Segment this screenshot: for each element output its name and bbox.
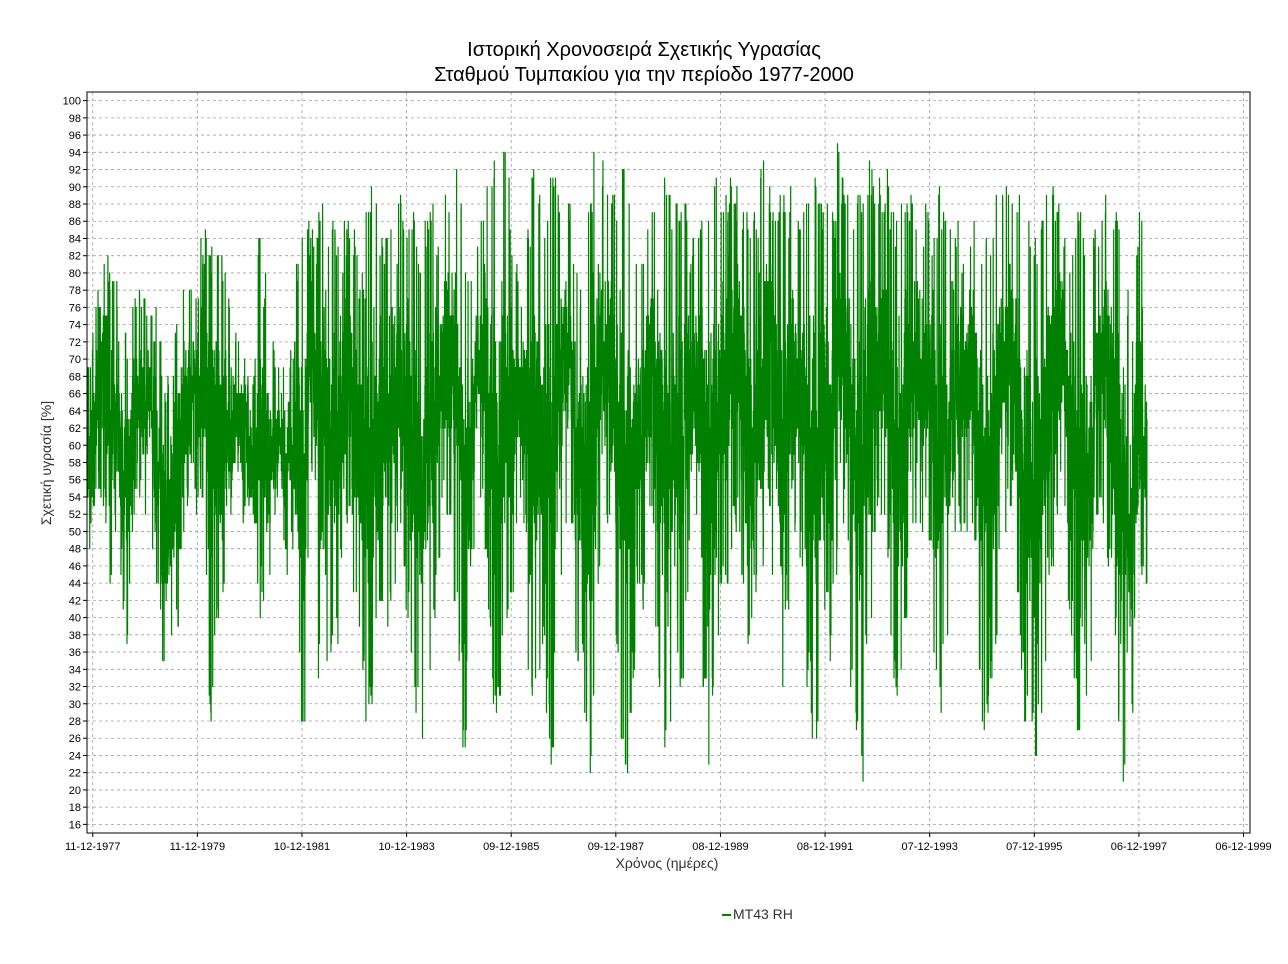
y-tick-label: 70 [69,354,81,366]
y-tick-label: 62 [69,423,81,435]
y-tick-label: 58 [69,458,81,470]
y-axis-ticks: 16 18 20 22 24 26 28 30 32 34 36 38 40 42 44 46 48 50 52 54… [63,96,87,831]
y-tick-label: 38 [69,630,81,642]
chart-subtitle: Σταθμού Τυμπακίου για την περίοδο 1977-2… [434,64,854,86]
y-tick-label: 50 [69,526,81,538]
x-axis-label: Χρόνος (ημέρες) [616,855,719,871]
y-tick-label: 20 [69,785,81,797]
y-tick-label: 60 [69,440,81,452]
y-tick-label: 64 [69,406,81,418]
y-tick-label: 82 [69,251,81,263]
y-tick-label: 84 [69,233,81,245]
x-tick-label: 07-12-1995 [1006,841,1062,853]
x-tick-label: 11-12-1977 [65,841,120,853]
y-tick-label: 90 [69,182,81,194]
y-tick-label: 52 [69,509,81,521]
x-axis-ticks: 11-12-1977 11-12-1979 10-12-1981 10-12-1983… [65,833,1272,853]
x-tick-label: 08-12-1989 [692,841,748,853]
y-tick-label: 72 [69,337,81,349]
y-tick-label: 22 [69,768,81,780]
y-tick-label: 44 [69,578,81,590]
data-series-mt43-rh [86,143,1148,782]
x-tick-label: 11-12-1979 [170,841,225,853]
y-tick-label: 56 [69,475,81,487]
legend-label-mt43-rh: MT43 RH [733,906,793,922]
y-tick-label: 16 [69,819,81,831]
y-tick-label: 86 [69,216,81,228]
x-tick-label: 07-12-1993 [902,841,958,853]
y-tick-label: 80 [69,268,81,280]
x-tick-label: 06-12-1999 [1215,841,1271,853]
x-tick-label: 09-12-1987 [588,841,644,853]
y-tick-label: 48 [69,544,81,556]
y-axis-label: Σχετική υγρασία [%] [38,401,54,525]
y-tick-label: 68 [69,371,81,383]
legend-swatch [722,914,731,917]
y-tick-label: 26 [69,733,81,745]
x-tick-label: 10-12-1983 [378,841,434,853]
y-tick-label: 32 [69,682,81,694]
y-tick-label: 30 [69,699,81,711]
y-tick-label: 42 [69,595,81,607]
y-tick-label: 96 [69,130,81,142]
y-tick-label: 94 [69,147,81,159]
y-tick-label: 92 [69,165,81,177]
y-tick-label: 28 [69,716,81,728]
chart-title: Ιστορική Χρονοσειρά Σχετικής Υγρασίας [467,39,821,61]
series-line-mt43-rh [86,143,1148,782]
y-tick-label: 18 [69,802,81,814]
x-tick-label: 10-12-1981 [274,841,330,853]
y-tick-label: 76 [69,302,81,314]
y-tick-label: 88 [69,199,81,211]
y-tick-label: 40 [69,613,81,625]
y-tick-label: 54 [69,492,81,504]
y-tick-label: 78 [69,285,81,297]
y-tick-label: 98 [69,113,81,125]
y-tick-label: 24 [69,750,81,762]
x-tick-label: 09-12-1985 [483,841,539,853]
y-tick-label: 46 [69,561,81,573]
y-tick-label: 74 [69,320,81,332]
y-tick-label: 34 [69,664,81,676]
y-tick-label: 36 [69,647,81,659]
y-tick-label: 66 [69,389,81,401]
y-tick-label: 100 [63,96,81,108]
x-tick-label: 08-12-1991 [797,841,853,853]
x-tick-label: 06-12-1997 [1111,841,1167,853]
legend: MT43 RH [722,906,793,922]
